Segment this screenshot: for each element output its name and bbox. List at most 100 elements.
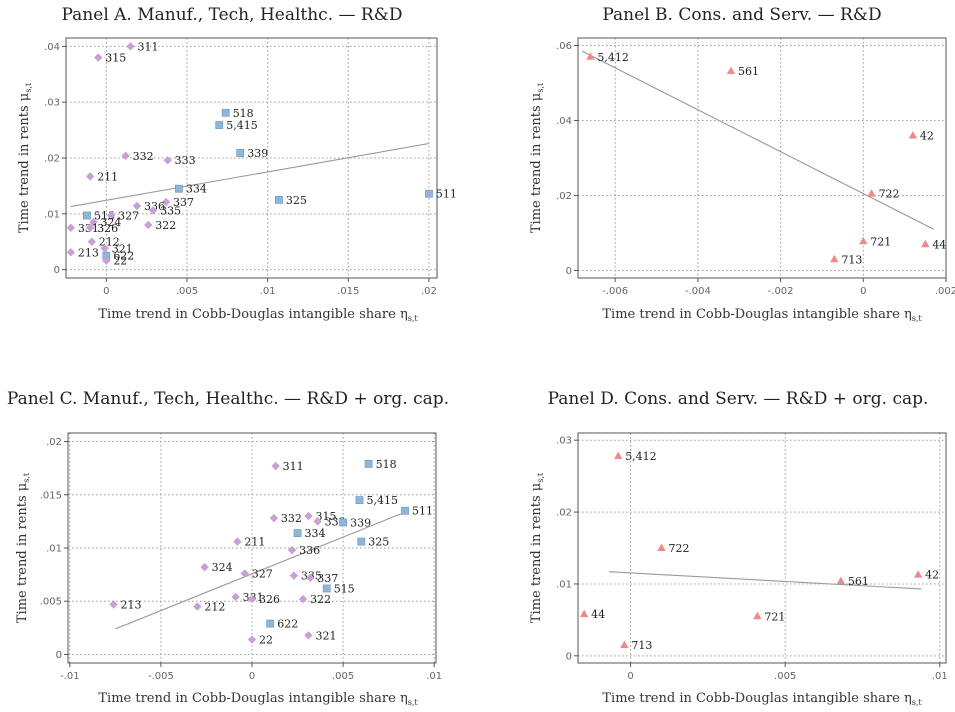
y-tick-label: 0 xyxy=(566,266,572,277)
panel-b: Panel B. Cons. and Serv. — R&D -.006 -.004… xyxy=(529,5,955,323)
point-label: 5,412 xyxy=(597,51,629,64)
point-label: 336 xyxy=(144,200,165,213)
x-axis-label-subscript: s,t xyxy=(408,698,419,707)
point-label: 332 xyxy=(281,512,302,525)
x-tick-label: -.004 xyxy=(685,286,711,297)
point-label: 324 xyxy=(212,561,233,574)
point-label: 515 xyxy=(334,582,355,595)
square-marker xyxy=(401,506,409,515)
diamond-marker xyxy=(163,156,172,165)
panel-a: Panel A. Manuf., Tech, Healthc. — R&D 0 .0… xyxy=(17,5,457,323)
point-label: 561 xyxy=(738,65,759,78)
square-marker xyxy=(175,184,183,193)
y-tick-label: .04 xyxy=(556,116,572,127)
point-label: 211 xyxy=(97,170,118,183)
point-label: 5,415 xyxy=(226,119,258,132)
y-axis-label: Time trend in rents μs,t xyxy=(15,472,31,623)
y-axis-label-subscript: s,t xyxy=(24,82,33,93)
square-marker xyxy=(215,121,224,129)
y-tick-label: .01 xyxy=(556,579,572,590)
triangle-marker xyxy=(657,543,666,551)
diamond-marker xyxy=(271,461,280,471)
x-tick-label: 0 xyxy=(249,671,255,682)
x-tick-label: .005 xyxy=(332,671,354,682)
diamond-marker xyxy=(247,594,257,604)
triangle-marker xyxy=(586,52,595,60)
x-tick-label: .01 xyxy=(260,286,276,297)
y-axis-label-text: Time trend in rents μ xyxy=(15,483,30,623)
x-axis-label-text: Time trend in Cobb-Douglas intangible sh… xyxy=(602,691,911,706)
point-label: 42 xyxy=(925,569,939,582)
point-label: 561 xyxy=(848,575,869,588)
point-label: 212 xyxy=(204,601,225,614)
point-label: 721 xyxy=(870,235,891,248)
square-marker xyxy=(339,518,347,527)
y-axis-label-text: Time trend in rents μ xyxy=(529,93,544,233)
x-tick-label: .005 xyxy=(176,286,198,297)
square-marker xyxy=(275,195,283,204)
y-tick-label: .005 xyxy=(40,597,62,608)
panel-title: Panel A. Manuf., Tech, Healthc. — R&D xyxy=(62,5,403,25)
point-label: 713 xyxy=(631,639,652,652)
point-label: 44 xyxy=(591,608,605,621)
y-tick-label: .02 xyxy=(556,191,572,202)
fit-line xyxy=(581,50,934,230)
x-axis-label: Time trend in Cobb-Douglas intangible sh… xyxy=(98,307,418,323)
y-axis-label-text: Time trend in rents μ xyxy=(529,483,544,623)
y-axis-label-subscript: s,t xyxy=(536,472,545,483)
point-label: 721 xyxy=(764,610,785,623)
diamond-marker xyxy=(100,244,109,253)
y-tick-label: .01 xyxy=(44,209,60,220)
point-label: 337 xyxy=(173,196,194,209)
square-marker xyxy=(322,584,331,593)
y-axis-label: Time trend in rents μs,t xyxy=(529,472,545,623)
panel-c: Panel C. Manuf., Tech, Healthc. — R&D + … xyxy=(7,389,449,707)
diamond-marker xyxy=(85,172,95,181)
point-label: 5,412 xyxy=(625,450,657,463)
point-label: 22 xyxy=(113,255,127,268)
x-tick-label: -.01 xyxy=(60,671,80,682)
panel-title: Panel C. Manuf., Tech, Healthc. — R&D + … xyxy=(7,389,449,409)
y-tick-label: .01 xyxy=(46,544,62,555)
point-label: 622 xyxy=(277,618,298,631)
x-tick-label: .02 xyxy=(421,286,437,297)
x-tick-label: .01 xyxy=(932,671,948,682)
square-marker xyxy=(357,537,366,546)
x-axis-label-subscript: s,t xyxy=(408,314,419,323)
diamond-marker xyxy=(161,197,171,207)
y-tick-label: .02 xyxy=(44,154,60,165)
point-label: 518 xyxy=(233,107,254,120)
y-tick-label: .03 xyxy=(556,436,572,447)
diamond-marker xyxy=(269,513,279,523)
diamond-marker xyxy=(233,537,242,546)
square-marker xyxy=(221,108,230,117)
point-label: 311 xyxy=(138,40,159,53)
diamond-marker xyxy=(313,517,322,526)
triangle-marker xyxy=(836,576,846,585)
point-label: 325 xyxy=(286,194,307,207)
x-tick-label: .01 xyxy=(426,671,442,682)
point-label: 326 xyxy=(259,593,280,606)
triangle-marker xyxy=(913,570,923,578)
y-axis-label-subscript: s,t xyxy=(536,82,545,93)
y-tick-label: .06 xyxy=(556,41,572,52)
square-marker xyxy=(83,211,91,220)
x-axis-label-subscript: s,t xyxy=(912,698,923,707)
diamond-marker xyxy=(126,42,135,51)
panel-title: Panel B. Cons. and Serv. — R&D xyxy=(602,5,881,25)
point-label: 42 xyxy=(920,130,934,143)
y-axis-label: Time trend in rents μs,t xyxy=(529,82,545,233)
diamond-marker xyxy=(144,220,153,230)
square-marker xyxy=(266,619,275,628)
diamond-marker xyxy=(85,223,95,232)
x-axis-label: Time trend in Cobb-Douglas intangible sh… xyxy=(602,691,922,707)
square-marker xyxy=(425,189,433,198)
point-label: 5,415 xyxy=(366,494,398,507)
x-axis-label: Time trend in Cobb-Douglas intangible sh… xyxy=(98,691,418,707)
diamond-marker xyxy=(66,223,76,232)
x-tick-label: 0 xyxy=(860,286,866,297)
point-label: 337 xyxy=(317,572,338,585)
diamond-marker xyxy=(231,592,240,602)
y-tick-label: .03 xyxy=(44,98,60,109)
triangle-marker xyxy=(620,640,629,649)
